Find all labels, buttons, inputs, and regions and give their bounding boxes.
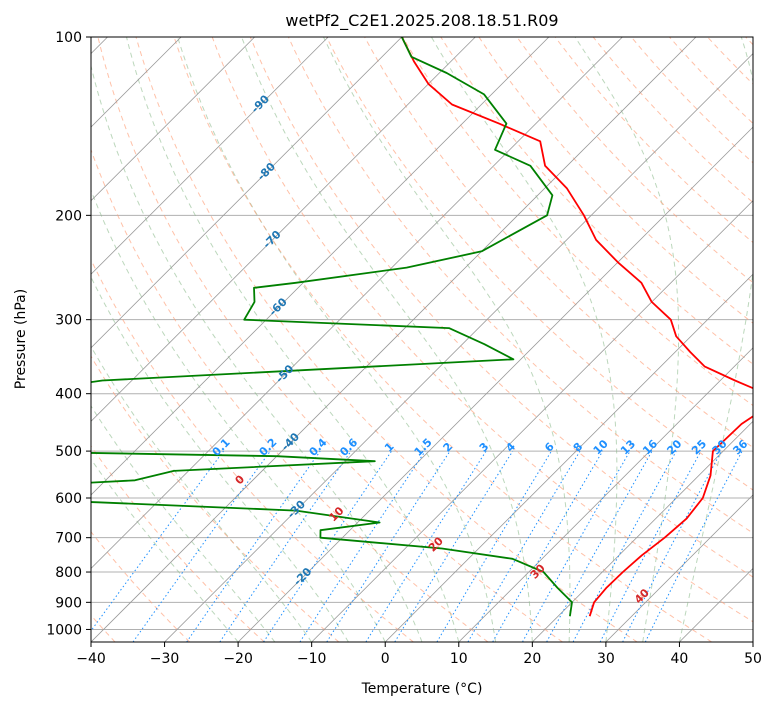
mixing-ratio-line [546, 450, 653, 642]
y-tick-label: 900 [55, 595, 82, 611]
moist-adiabat-line [91, 64, 423, 642]
mixing-ratio-lines [91, 450, 743, 642]
dewpoint-profile-line [91, 37, 573, 617]
mixing-ratio-line [132, 450, 271, 642]
mixing-ratio-line [299, 450, 426, 642]
isotherm-line [91, 37, 329, 275]
isotherm-line [91, 37, 550, 496]
x-tick-label: 30 [597, 651, 615, 667]
isotherm-line [384, 273, 753, 642]
y-tick-label: 700 [55, 531, 82, 547]
x-tick-label: −10 [297, 651, 327, 667]
isotherm-line [91, 37, 255, 202]
dry-adiabat-line [91, 148, 489, 642]
x-axis-ticks: −40 −30 −20 −10 0 10 20 30 40 50 [76, 642, 762, 667]
y-tick-label: 200 [55, 208, 82, 224]
mixing-ratio-line [186, 450, 321, 642]
x-axis-label: Temperature (°C) [361, 681, 483, 697]
x-tick-label: 0 [381, 651, 390, 667]
mixing-ratio-line [219, 450, 352, 642]
x-tick-label: 10 [450, 651, 468, 667]
mixing-ratio-line [644, 450, 743, 642]
isotherm-line [164, 52, 753, 642]
dry-adiabat-line [91, 355, 340, 642]
y-tick-label: 300 [55, 313, 82, 329]
dry-adiabat-line [516, 37, 753, 284]
y-tick-label: 500 [55, 444, 82, 460]
x-tick-label: −40 [76, 651, 106, 667]
dry-adiabat-line [211, 37, 753, 623]
y-tick-label: 800 [55, 565, 82, 581]
moist-adiabat-line [91, 345, 313, 642]
x-tick-label: −20 [223, 651, 253, 667]
moist-adiabat-line [323, 37, 571, 642]
moist-adiabat-line [126, 37, 460, 642]
isotherm-line [605, 494, 753, 642]
y-axis-ticks: 100 200 300 400 500 600 700 800 900 1000 [46, 30, 91, 638]
moist-adiabats [91, 37, 753, 642]
y-tick-label: 600 [55, 491, 82, 507]
x-tick-label: −30 [150, 651, 180, 667]
dry-adiabat-line [97, 37, 563, 642]
isotherm-line [91, 37, 697, 642]
y-axis-label: Pressure (hPa) [13, 289, 29, 389]
mixing-ratio-line [326, 450, 451, 642]
moist-adiabat-line [430, 37, 618, 642]
isotherm-line [237, 126, 753, 642]
moist-adiabat-line [91, 275, 349, 642]
temperature-profile-line [400, 37, 753, 617]
x-tick-label: 40 [671, 651, 689, 667]
isotherm-line [91, 37, 623, 570]
moist-adiabat-line [91, 405, 276, 642]
dry-adiabat-line [91, 445, 265, 642]
plot-frame [90, 36, 754, 643]
moist-adiabat-line [177, 37, 497, 642]
mixing-ratio-line [263, 450, 392, 642]
mixing-ratio-line [91, 450, 224, 632]
isotherm-line [91, 37, 403, 349]
moist-adiabat-line [91, 188, 386, 642]
pressure-gridlines [91, 37, 753, 630]
dry-adiabat-line [402, 37, 753, 407]
chart-title: wetPf2_C2E1.2025.208.18.51.R09 [285, 11, 558, 31]
dry-adiabat-line [91, 531, 191, 642]
y-tick-label: 1000 [46, 622, 82, 638]
isotherms [91, 37, 753, 642]
dry-adiabat-line [440, 37, 753, 365]
mixing-ratio-line [572, 450, 677, 642]
isotherm-line [311, 200, 753, 642]
mixing-ratio-line [394, 450, 514, 642]
mixing-ratio-line [522, 450, 631, 642]
x-tick-label: 50 [744, 651, 762, 667]
moist-adiabat-line [241, 37, 533, 642]
moist-adiabat-line [574, 37, 680, 642]
y-tick-label: 400 [55, 387, 82, 403]
y-tick-label: 100 [55, 30, 82, 46]
x-tick-label: 20 [523, 651, 541, 667]
isotherm-line [91, 37, 476, 422]
isotherm-line [458, 347, 753, 642]
dry-adiabat-line [135, 37, 638, 642]
profile-series [91, 37, 753, 617]
plot-area [91, 37, 753, 642]
isotherm-line [532, 420, 753, 642]
dry-adiabat-line [249, 37, 753, 578]
